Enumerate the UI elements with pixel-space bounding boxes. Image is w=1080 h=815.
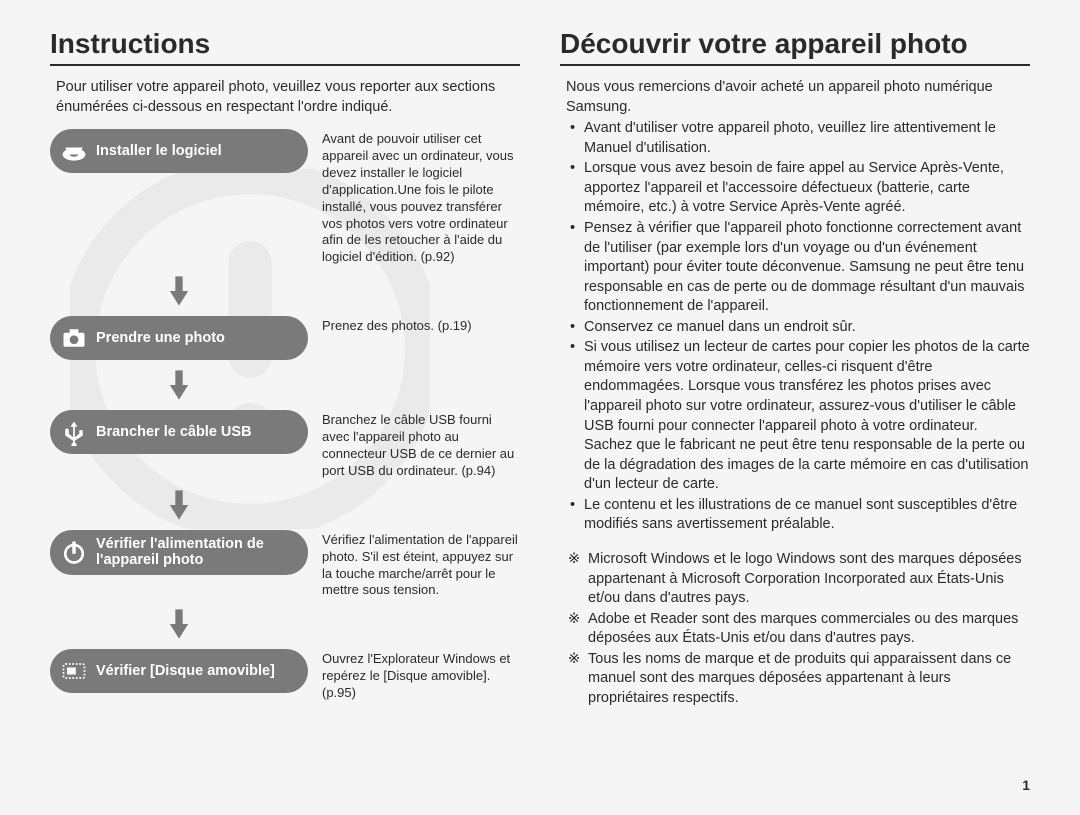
usb-icon: [60, 418, 88, 446]
steps-list: Installer le logiciel Avant de pouvoir u…: [50, 129, 520, 702]
step-row: Brancher le câble USB Branchez le câble …: [50, 410, 520, 480]
step-row: Prendre une photo Prenez des photos. (p.…: [50, 316, 520, 360]
step-desc: Avant de pouvoir utiliser cet appareil a…: [322, 129, 520, 266]
drive-icon: [60, 657, 88, 685]
step-label: Vérifier l'alimentation de l'appareil ph…: [96, 536, 294, 569]
down-arrow-icon: [50, 266, 308, 316]
notes-list: Microsoft Windows et le logo Windows son…: [560, 550, 1030, 710]
arrow-row: [50, 480, 520, 530]
list-item: Adobe et Reader sont des marques commerc…: [566, 610, 1030, 649]
step-desc: Prenez des photos. (p.19): [322, 316, 520, 335]
arrow-row: [50, 266, 520, 316]
power-icon: [60, 538, 88, 566]
step-label: Vérifier [Disque amovible]: [96, 663, 275, 680]
right-intro: Nous vous remercions d'avoir acheté un a…: [560, 78, 1030, 117]
list-item: Le contenu et les illustrations de ce ma…: [566, 496, 1030, 535]
arrow-row: [50, 360, 520, 410]
step-pill-photo: Prendre une photo: [50, 316, 308, 360]
step-label: Brancher le câble USB: [96, 424, 252, 441]
left-title: Instructions: [50, 28, 520, 66]
arrow-row: [50, 599, 520, 649]
left-intro: Pour utiliser votre appareil photo, veui…: [50, 78, 520, 117]
down-arrow-icon: [50, 360, 308, 410]
step-pill-usb: Brancher le câble USB: [50, 410, 308, 454]
list-item: Tous les noms de marque et de produits q…: [566, 650, 1030, 709]
list-item: Si vous utilisez un lecteur de cartes po…: [566, 338, 1030, 495]
step-desc: Branchez le câble USB fourni avec l'appa…: [322, 410, 520, 480]
page-columns: Instructions Pour utiliser votre apparei…: [50, 28, 1030, 795]
step-row: Vérifier l'alimentation de l'appareil ph…: [50, 530, 520, 600]
down-arrow-icon: [50, 480, 308, 530]
down-arrow-icon: [50, 599, 308, 649]
step-pill-power: Vérifier l'alimentation de l'appareil ph…: [50, 530, 308, 575]
step-pill-install: Installer le logiciel: [50, 129, 308, 173]
step-row: Installer le logiciel Avant de pouvoir u…: [50, 129, 520, 266]
step-pill-drive: Vérifier [Disque amovible]: [50, 649, 308, 693]
disc-icon: [60, 137, 88, 165]
steps-section: Installer le logiciel Avant de pouvoir u…: [50, 129, 520, 795]
list-item: Avant d'utiliser votre appareil photo, v…: [566, 119, 1030, 158]
page-number: 1: [1022, 777, 1030, 793]
camera-icon: [60, 324, 88, 352]
list-item: Pensez à vérifier que l'appareil photo f…: [566, 219, 1030, 317]
step-desc: Ouvrez l'Explorateur Windows et repérez …: [322, 649, 520, 702]
list-item: Microsoft Windows et le logo Windows son…: [566, 550, 1030, 609]
step-label: Prendre une photo: [96, 330, 225, 347]
step-row: Vérifier [Disque amovible] Ouvrez l'Expl…: [50, 649, 520, 702]
step-desc: Vérifiez l'alimentation de l'appareil ph…: [322, 530, 520, 600]
right-title: Découvrir votre appareil photo: [560, 28, 1030, 66]
list-item: Lorsque vous avez besoin de faire appel …: [566, 159, 1030, 218]
list-item: Conservez ce manuel dans un endroit sûr.: [566, 318, 1030, 338]
right-column: Découvrir votre appareil photo Nous vous…: [560, 28, 1030, 795]
step-label: Installer le logiciel: [96, 143, 222, 160]
bullet-list: Avant d'utiliser votre appareil photo, v…: [560, 119, 1030, 536]
left-column: Instructions Pour utiliser votre apparei…: [50, 28, 520, 795]
